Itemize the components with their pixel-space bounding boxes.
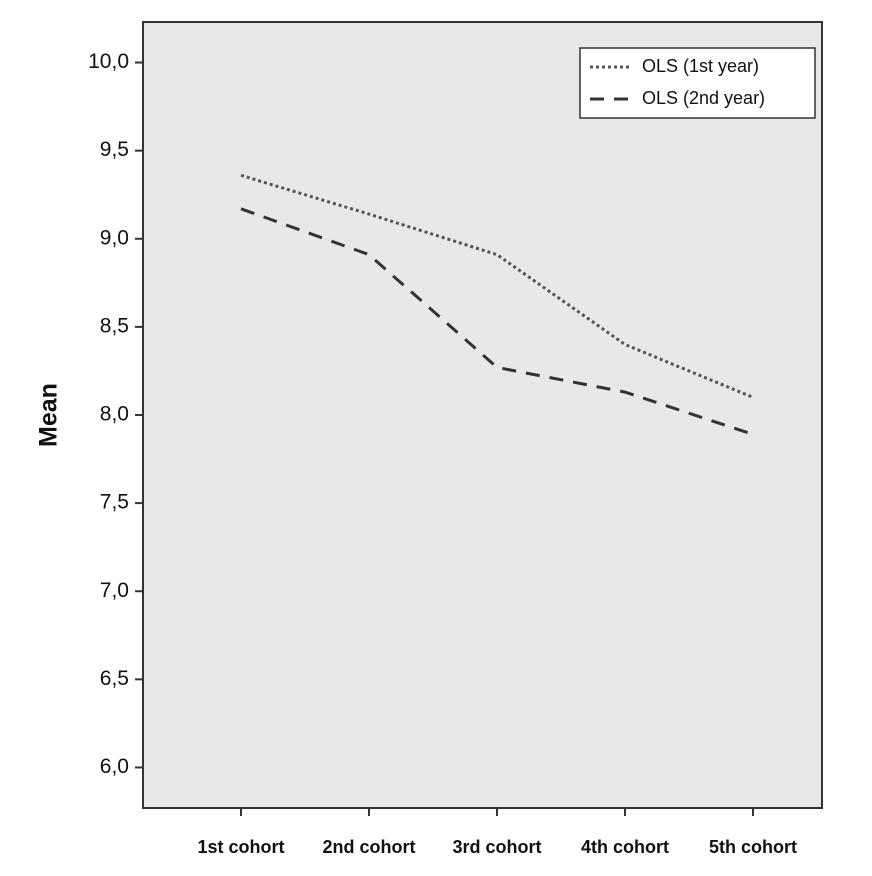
y-tick-label: 9,0: [100, 226, 129, 249]
y-tick-label: 10,0: [88, 50, 129, 73]
x-tick-label: 3rd cohort: [452, 837, 541, 857]
plot-area: [142, 21, 823, 809]
x-tick-label: 2nd cohort: [323, 837, 416, 857]
y-axis-title: Mean: [35, 383, 63, 447]
series-line: [240, 207, 754, 436]
series-line: [240, 173, 754, 399]
y-tick-label: 9,5: [100, 138, 129, 161]
y-tick-label: 7,5: [100, 491, 129, 514]
legend-label: OLS (1st year): [642, 56, 759, 76]
y-tick-label: 7,0: [100, 579, 129, 602]
y-tick-label: 8,0: [100, 403, 129, 426]
legend-box: [579, 47, 816, 119]
x-tick-label: 5th cohort: [709, 837, 797, 857]
x-tick-label: 1st cohort: [197, 837, 284, 857]
x-tick-label: 4th cohort: [581, 837, 669, 857]
legend-label: OLS (2nd year): [642, 88, 765, 108]
y-tick-label: 6,0: [100, 755, 129, 778]
y-tick-label: 6,5: [100, 667, 129, 690]
y-tick-label: 8,5: [100, 314, 129, 337]
